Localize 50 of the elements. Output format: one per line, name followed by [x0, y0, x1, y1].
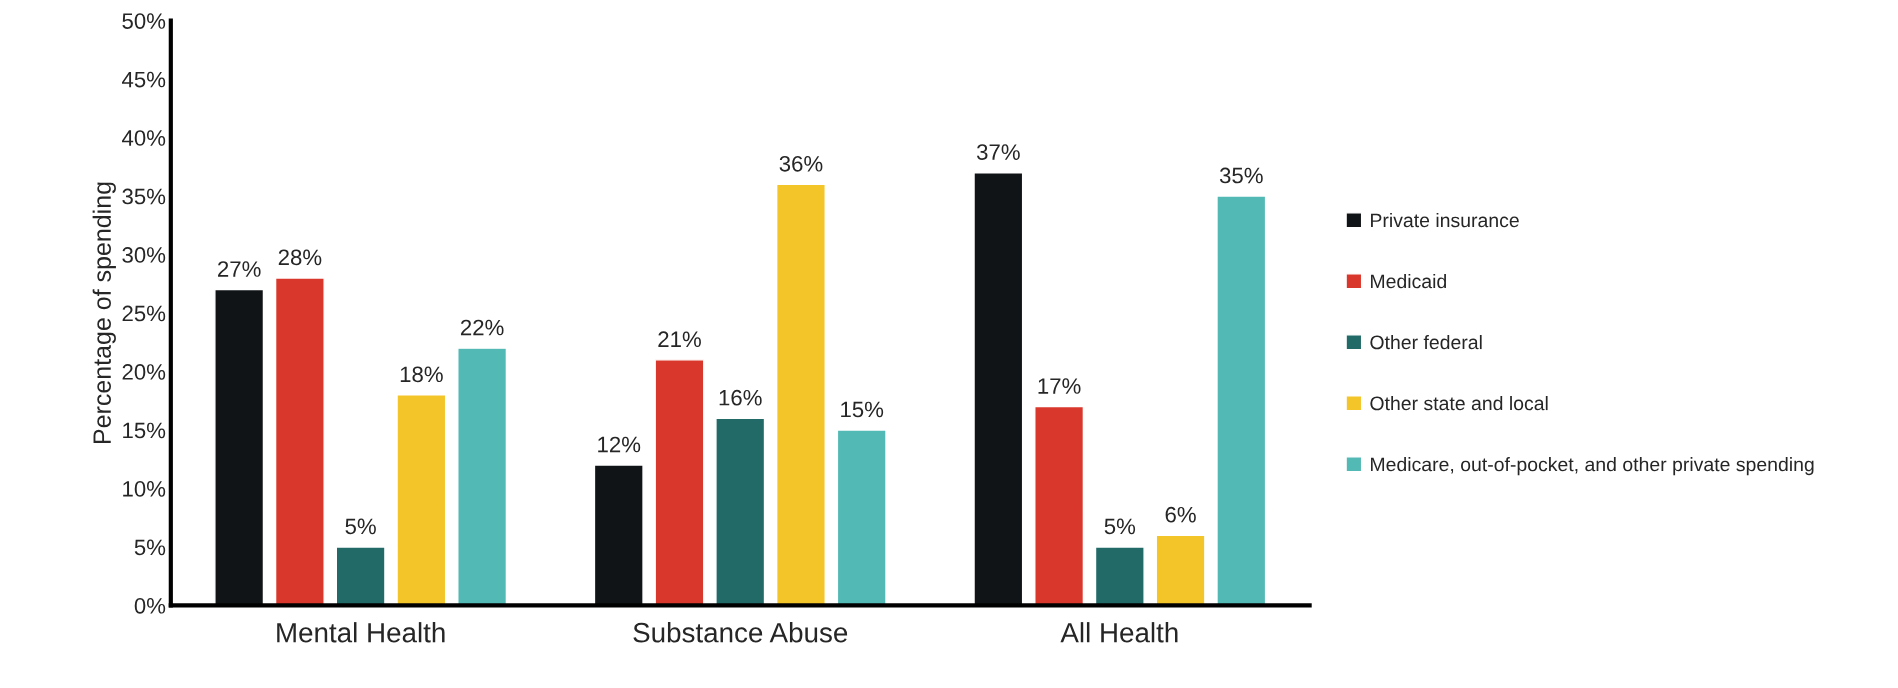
- y-tick-label: 25%: [122, 305, 166, 322]
- data-label: 18%: [400, 366, 443, 383]
- y-tick-label: 40%: [121, 130, 166, 146]
- legend-label: Medicare, out-of-pocket, and other private spending: [1371, 457, 1814, 476]
- bar: [1155, 534, 1206, 606]
- data-label: 15%: [841, 401, 884, 418]
- y-tick-label: 35%: [122, 188, 166, 205]
- bar: [214, 288, 265, 606]
- bar: [396, 394, 447, 606]
- bar: [973, 171, 1024, 606]
- y-tick-label: 50%: [122, 13, 166, 29]
- data-label: 36%: [779, 155, 823, 172]
- legend-label: Medicaid: [1371, 273, 1446, 289]
- legend-label: Private insurance: [1371, 212, 1519, 228]
- data-label: 27%: [218, 261, 261, 277]
- bar: [274, 277, 325, 606]
- y-tick-label: 45%: [121, 71, 166, 88]
- bar: [1034, 405, 1085, 606]
- y-tick-label: 0%: [134, 597, 166, 614]
- x-tick-label: All Health: [1060, 622, 1178, 643]
- bar: [1216, 195, 1267, 606]
- data-label: 16%: [719, 389, 762, 406]
- data-label: 28%: [278, 249, 322, 266]
- bar: [1094, 546, 1145, 606]
- bar: [593, 464, 644, 606]
- data-label: 35%: [1219, 167, 1263, 184]
- bar: [654, 359, 705, 606]
- bar: [335, 546, 386, 606]
- data-label: 21%: [658, 331, 701, 348]
- bar: [715, 417, 766, 606]
- y-tick-label: 10%: [123, 481, 166, 497]
- y-tick-label: 15%: [123, 422, 166, 439]
- data-label: 12%: [598, 436, 641, 453]
- y-axis-title: Percentage of spending: [92, 182, 116, 444]
- bar: [457, 347, 508, 606]
- data-label: 17%: [1038, 378, 1081, 394]
- data-label: 37%: [976, 144, 1020, 160]
- bar: [775, 183, 826, 606]
- y-tick-label: 5%: [134, 539, 166, 556]
- legend-label: Other federal: [1370, 334, 1482, 350]
- data-label: 5%: [1104, 518, 1136, 535]
- data-label: 6%: [1165, 506, 1196, 523]
- y-tick-label: 30%: [122, 247, 166, 263]
- bar: [836, 429, 887, 606]
- x-tick-label: Substance Abuse: [633, 622, 848, 643]
- data-label: 22%: [460, 319, 504, 336]
- data-label: 5%: [345, 518, 376, 535]
- legend-label: Other state and local: [1370, 396, 1548, 411]
- y-tick-label: 20%: [122, 364, 166, 380]
- x-tick-label: Mental Health: [277, 622, 445, 643]
